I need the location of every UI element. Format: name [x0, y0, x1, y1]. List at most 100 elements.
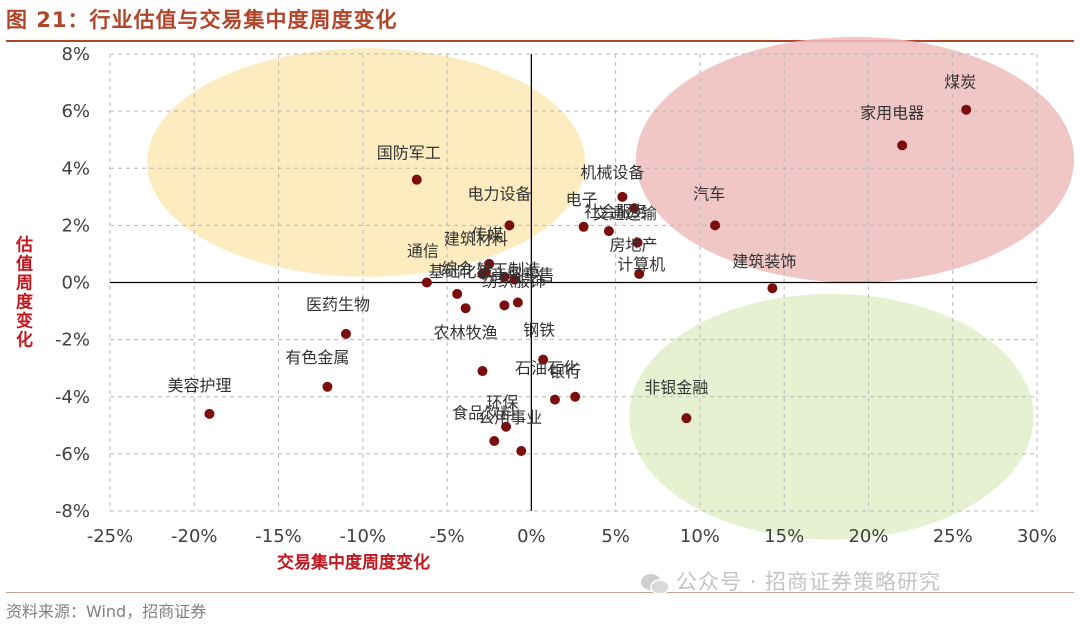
data-point [477, 268, 488, 279]
point-label: 建筑材料 [444, 230, 508, 249]
point-label: 建筑装饰 [732, 252, 796, 271]
data-point [204, 408, 215, 419]
point-label: 农林牧渔 [434, 323, 498, 342]
point-label: 银行 [549, 362, 581, 381]
title-rule [6, 40, 1074, 42]
data-point [501, 421, 512, 432]
y-tick-label: 8% [61, 44, 90, 65]
x-tick-label: -10% [340, 526, 387, 547]
data-point [549, 394, 560, 405]
data-point [411, 174, 422, 185]
point-label: 商贸零售 [491, 266, 555, 285]
data-point [499, 271, 510, 282]
x-tick-label: 20% [848, 526, 888, 547]
data-point [477, 366, 488, 377]
point-label: 家用电器 [860, 103, 924, 122]
y-tick-label: -4% [55, 387, 90, 408]
data-point [767, 283, 778, 294]
watermark-text: 公众号 · 招商证券策略研究 [676, 570, 942, 594]
region-lower-right-ellipse [629, 293, 1034, 540]
point-label: 煤炭 [944, 73, 976, 92]
data-point [460, 303, 471, 314]
region-upper-right-ellipse [635, 36, 1075, 283]
y-tick-label: 0% [61, 273, 90, 294]
data-point [421, 277, 432, 288]
data-point [452, 288, 463, 299]
y-tick-label: -8% [55, 501, 90, 522]
point-label: 通信 [407, 242, 439, 261]
data-point [484, 258, 495, 269]
point-label: 非银金融 [644, 378, 708, 397]
point-label: 轻工制造 [476, 260, 540, 279]
data-point [632, 237, 643, 248]
data-point [570, 391, 581, 402]
data-points [204, 104, 972, 457]
point-label: 计算机 [617, 255, 665, 274]
data-point [516, 446, 527, 457]
x-tick-label: 0% [517, 526, 546, 547]
x-tick-label: 10% [680, 526, 720, 547]
data-point [578, 221, 589, 232]
y-tick-label: 6% [61, 101, 90, 122]
bottom-rule [6, 592, 1074, 593]
point-label: 环保 [486, 393, 518, 412]
tick-labels: -25% -20% -15% -10% -5% 0% 5% 10% 15% 20% 25% 30% -8… [55, 44, 1057, 547]
point-label: 汽车 [693, 184, 725, 203]
scatter-chart: -25% -20% -15% -10% -5% 0% 5% 10% 15% 20% 25% 30% -8… [12, 36, 1075, 573]
point-label: 社会服务 [584, 202, 648, 221]
x-axis-title: 交易集中度周度变化 [277, 552, 430, 573]
data-point [322, 381, 333, 392]
y-axis-title: 估值周度变化 [12, 234, 34, 349]
data-point [634, 268, 645, 279]
x-tick-label: -5% [430, 526, 465, 547]
point-label: 公用事业 [478, 408, 542, 427]
x-tick-label: -25% [87, 526, 134, 547]
point-label: 电子 [566, 190, 598, 209]
data-point [897, 140, 908, 151]
figure-title: 图 21：行业估值与交易集中度周度变化 [6, 8, 398, 32]
point-label: 有色金属 [285, 348, 349, 367]
point-label: 基础化工 [428, 262, 492, 281]
data-point [489, 436, 500, 447]
watermark: 公众号 · 招商证券策略研究 [640, 566, 941, 596]
x-tick-label: -20% [171, 526, 218, 547]
data-point [512, 297, 523, 308]
point-label: 食品饮料 [452, 404, 516, 423]
x-tick-label: -15% [255, 526, 302, 547]
x-tick-label: 5% [601, 526, 630, 547]
point-label: 交通运输 [593, 204, 657, 223]
point-label: 综合 [441, 259, 473, 278]
y-tick-label: -2% [55, 330, 90, 351]
y-tick-label: -6% [55, 444, 90, 465]
data-point [504, 220, 515, 231]
wechat-logo-icon [641, 574, 670, 595]
highlight-regions [147, 36, 1075, 540]
axes [110, 54, 1037, 511]
source-note: 资料来源：Wind，招商证券 [6, 602, 207, 621]
data-point [538, 354, 549, 365]
data-point [617, 191, 628, 202]
x-tick-label: 25% [933, 526, 973, 547]
data-point [681, 413, 692, 424]
point-label: 电力设备 [467, 184, 531, 203]
data-point [340, 328, 351, 339]
point-label: 机械设备 [580, 163, 644, 182]
data-point [499, 300, 510, 311]
x-tick-label: 30% [1017, 526, 1057, 547]
point-label: 房地产 [610, 236, 658, 255]
y-tick-label: 4% [61, 158, 90, 179]
y-tick-label: 2% [61, 215, 90, 236]
point-label: 美容护理 [167, 376, 231, 395]
point-label: 国防军工 [377, 144, 441, 163]
point-label: 纺织服饰 [482, 271, 546, 290]
data-point [603, 226, 614, 237]
data-point [710, 220, 721, 231]
data-point [961, 104, 972, 115]
data-point [629, 203, 640, 214]
x-tick-label: 15% [764, 526, 804, 547]
point-label: 石油石化 [515, 359, 579, 378]
point-label: 钢铁 [523, 321, 555, 340]
data-point [509, 274, 520, 285]
point-label: 医药生物 [306, 295, 370, 314]
